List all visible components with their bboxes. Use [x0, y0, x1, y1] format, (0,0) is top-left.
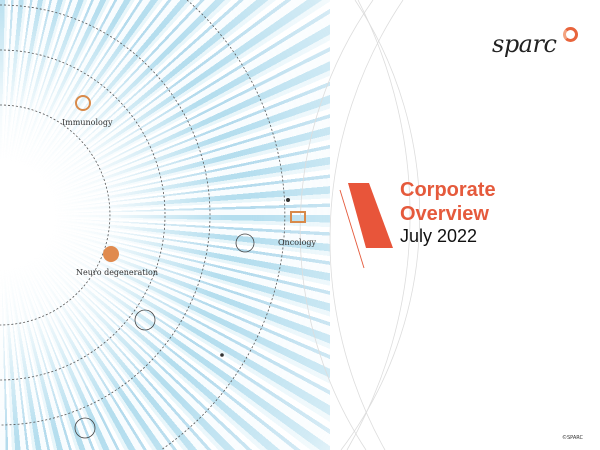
area-label-neuro: Neuro degeneration [76, 268, 159, 277]
slide-title: Corporate Overview July 2022 [400, 178, 496, 246]
copyright: ©SPARC [562, 435, 584, 441]
area-label-oncology: Oncology [278, 238, 317, 247]
title-line-1: Corporate [400, 179, 496, 201]
logo-ring-icon [563, 27, 578, 42]
sparc-logo: sparc [492, 30, 557, 58]
title-line-2: Overview [400, 203, 489, 225]
title-accent-shape [348, 183, 393, 248]
area-label-immunology: Immunology [62, 118, 113, 127]
title-date: July 2022 [400, 226, 478, 246]
neuro-icon [103, 246, 119, 262]
immunology-icon [75, 95, 91, 111]
oncology-icon [290, 211, 306, 223]
